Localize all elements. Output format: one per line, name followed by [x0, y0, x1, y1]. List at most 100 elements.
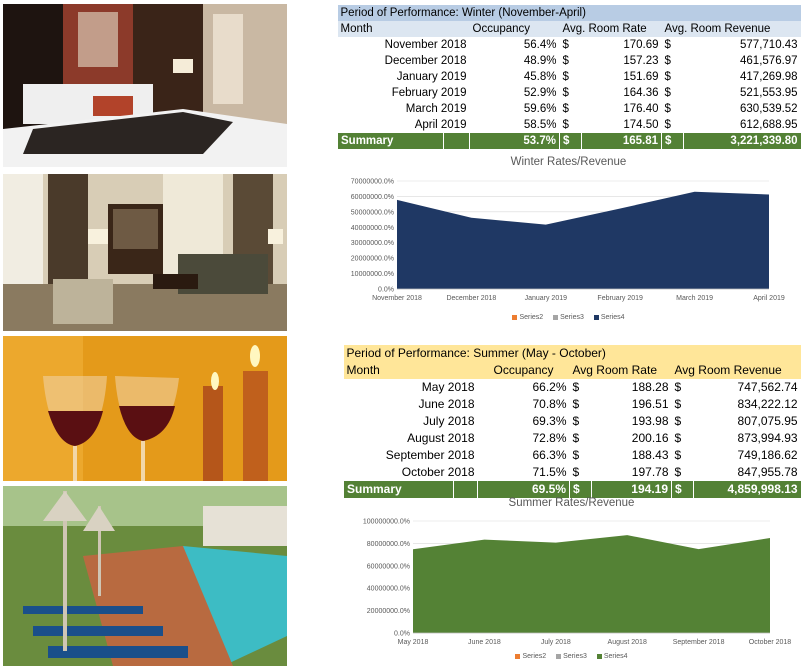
area-series — [413, 535, 770, 633]
x-tick-label: December 2018 — [446, 295, 496, 302]
summary-row: Summary 53.7% $ 165.81 $ 3,221,339.80 — [337, 133, 801, 149]
rate-cell: 188.28 — [631, 380, 669, 394]
month-cell: January 2019 — [396, 71, 467, 83]
occupancy-cell: 72.8% — [532, 431, 567, 445]
rate-cell: 197.78 — [631, 465, 669, 479]
chart-legend: Series2 Series3 Series4 — [343, 653, 800, 661]
x-tick-label: March 2019 — [676, 295, 713, 302]
revenue-cell: 612,688.95 — [740, 119, 798, 131]
x-tick-label: July 2018 — [541, 639, 571, 646]
occupancy-cell: 56.4% — [523, 39, 557, 51]
currency-cell: $ — [671, 481, 694, 498]
occupancy-cell: 58.5% — [523, 119, 557, 131]
legend-item: Series3 — [553, 314, 584, 321]
table-title-row: Period of Performance: Winter (November-… — [337, 5, 801, 21]
table-row: February 2019 52.9% $ 164.36 $ 521,553.9… — [338, 85, 801, 101]
chart-title: Winter Rates/Revenue — [510, 156, 627, 168]
currency-cell: $ — [674, 448, 682, 462]
rate-cell: 174.50 — [623, 119, 659, 131]
table-row: September 2018 66.3% $ 188.43 $ 749,186.… — [344, 447, 801, 464]
month-cell: November 2018 — [384, 39, 467, 51]
revenue-cell: 873,994.93 — [737, 431, 798, 445]
pool-deck-photo — [3, 486, 287, 666]
legend-swatch — [512, 315, 518, 320]
currency-cell: $ — [562, 55, 569, 67]
legend-swatch — [515, 654, 521, 659]
revenue-cell: 577,710.43 — [740, 39, 798, 51]
y-tick-label: 20000000.0% — [351, 256, 394, 263]
x-tick-label: May 2018 — [398, 639, 429, 646]
occupancy-cell: 45.8% — [523, 71, 557, 83]
table-row: August 2018 72.8% $ 200.16 $ 873,994.93 — [344, 430, 801, 447]
occupancy-cell: 70.8% — [532, 397, 567, 411]
summary-revenue: 3,221,339.80 — [682, 133, 801, 149]
area-series — [397, 191, 769, 289]
occupancy-cell: 52.9% — [523, 87, 557, 99]
currency-cell: $ — [562, 39, 569, 51]
summary-rate: 194.19 — [591, 481, 672, 498]
summary-rate: 165.81 — [581, 133, 662, 149]
currency-cell: $ — [664, 39, 671, 51]
winter-chart: Winter Rates/Revenue 0.0% 10000000.0% 2000… — [337, 154, 800, 330]
occupancy-cell: 69.3% — [532, 414, 567, 428]
rate-cell: 157.23 — [623, 55, 659, 67]
revenue-cell: 749,186.62 — [737, 448, 798, 462]
y-tick-label: 20000000.0% — [367, 608, 410, 615]
revenue-cell: 847,955.78 — [737, 465, 798, 479]
summer-performance-table: Period of Performance: Summer (May - Oct… — [343, 345, 801, 498]
month-cell: December 2018 — [384, 55, 467, 67]
currency-cell: $ — [664, 119, 671, 131]
revenue-cell: 747,562.74 — [737, 380, 798, 394]
revenue-cell: 834,222.12 — [737, 397, 798, 411]
table-row: May 2018 66.2% $ 188.28 $ 747,562.74 — [344, 379, 801, 396]
occupancy-cell: 66.3% — [532, 448, 567, 462]
y-tick-label: 40000000.0% — [367, 586, 410, 593]
currency-cell: $ — [674, 431, 682, 445]
currency-cell: $ — [674, 397, 682, 411]
month-cell: October 2018 — [401, 465, 475, 479]
legend-swatch — [593, 315, 599, 320]
currency-cell: $ — [559, 133, 582, 149]
currency-cell: $ — [664, 103, 671, 115]
currency-cell: $ — [569, 481, 592, 498]
header-occupancy: Occupancy — [477, 362, 570, 379]
legend-item: Series4 — [593, 314, 625, 321]
currency-cell: $ — [562, 103, 569, 115]
summer-chart-plot: 0.0% 20000000.0% 40000000.0% 60000000.0% 800… — [363, 519, 792, 647]
month-cell: August 2018 — [407, 431, 475, 445]
summary-revenue: 4,859,998.13 — [692, 481, 801, 498]
x-tick-label: September 2018 — [673, 639, 725, 646]
month-cell: June 2018 — [418, 397, 475, 411]
legend-label: Series4 — [600, 314, 625, 321]
x-tick-label: October 2018 — [749, 639, 792, 646]
currency-cell: $ — [562, 119, 569, 131]
wine-glasses-photo — [3, 336, 287, 481]
currency-cell: $ — [572, 380, 580, 394]
currency-cell: $ — [661, 133, 684, 149]
currency-cell: $ — [664, 71, 671, 83]
rate-cell: 176.40 — [623, 103, 659, 115]
currency-cell: $ — [674, 465, 682, 479]
summary-occupancy: 53.7% — [469, 133, 560, 149]
rate-cell: 164.36 — [623, 87, 659, 99]
legend-swatch — [553, 315, 559, 320]
rate-cell: 200.16 — [631, 431, 669, 445]
x-tick-label: August 2018 — [608, 639, 647, 646]
revenue-cell: 461,576.97 — [740, 55, 798, 67]
winter-performance-table: Period of Performance: Winter (November-… — [337, 5, 801, 149]
revenue-cell: 521,553.95 — [740, 87, 798, 99]
y-tick-label: 70000000.0% — [351, 179, 394, 186]
legend-label: Series3 — [563, 653, 587, 660]
rate-cell: 170.69 — [623, 39, 659, 51]
rate-cell: 193.98 — [631, 414, 669, 428]
legend-swatch — [556, 654, 562, 659]
table-title-row: Period of Performance: Summer (May - Oct… — [343, 345, 801, 362]
summary-row: Summary 69.5% $ 194.19 $ 4,859,998.13 — [343, 481, 801, 498]
table-header-row: Month Occupancy Avg. Room Rate Avg. Room… — [337, 21, 801, 37]
y-tick-label: 0.0% — [394, 631, 410, 638]
hotel-lounge-photo — [3, 174, 287, 331]
revenue-cell: 630,539.52 — [740, 103, 798, 115]
header-month: Month — [337, 21, 444, 37]
y-tick-label: 30000000.0% — [351, 240, 394, 247]
header-revenue: Avg. Room Revenue — [661, 21, 801, 37]
